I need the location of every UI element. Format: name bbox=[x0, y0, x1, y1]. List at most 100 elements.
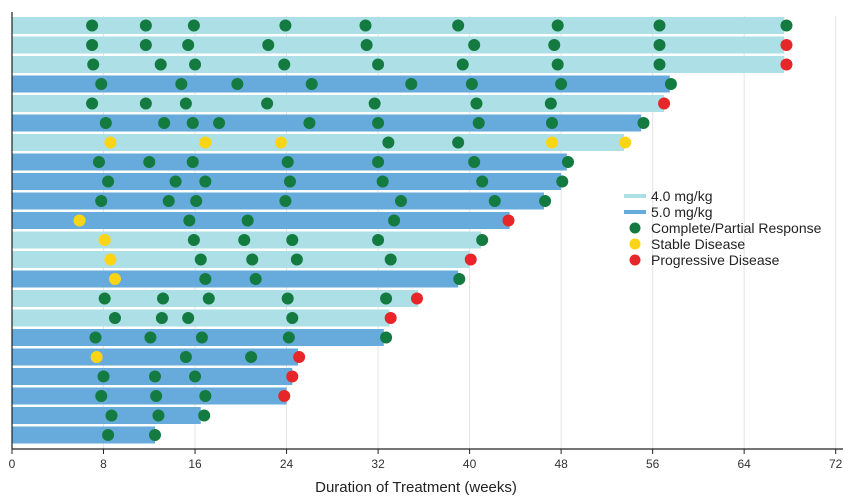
x-tick-label-16: 16 bbox=[188, 457, 202, 471]
marker-response-p16-3 bbox=[182, 312, 195, 324]
marker-response-p15-5 bbox=[380, 292, 393, 305]
marker-response-p3-1 bbox=[87, 58, 100, 71]
marker-response-p15-4 bbox=[281, 292, 294, 305]
legend-swatch-3 bbox=[629, 222, 641, 234]
marker-progressive-p11-5 bbox=[502, 214, 515, 227]
marker-response-p8-5 bbox=[372, 156, 385, 168]
patient-bar-2 bbox=[12, 36, 785, 54]
marker-response-p1-1 bbox=[86, 19, 99, 32]
x-axis-title: Duration of Treatment (weeks) bbox=[315, 479, 517, 496]
marker-response-p6-7 bbox=[472, 117, 485, 129]
marker-progressive-p2-9 bbox=[780, 39, 793, 51]
marker-response-p6-5 bbox=[303, 117, 316, 129]
marker-response-p10-7 bbox=[539, 195, 552, 207]
patient-bar-13 bbox=[12, 251, 470, 268]
marker-response-p6-9 bbox=[637, 117, 650, 129]
marker-response-p1-6 bbox=[452, 19, 465, 32]
marker-response-p19-2 bbox=[149, 370, 161, 383]
marker-response-p9-6 bbox=[476, 175, 489, 188]
marker-response-p6-1 bbox=[99, 117, 112, 129]
marker-response-p1-3 bbox=[187, 19, 200, 32]
marker-response-p4-5 bbox=[405, 78, 418, 90]
marker-response-p5-6 bbox=[470, 97, 483, 110]
marker-response-p11-3 bbox=[241, 214, 254, 227]
x-tick-label-32: 32 bbox=[371, 457, 385, 471]
patient-bar-3 bbox=[12, 56, 785, 73]
marker-response-p2-2 bbox=[139, 39, 152, 51]
marker-response-p9-5 bbox=[376, 175, 389, 188]
marker-stable-p7-6 bbox=[545, 136, 558, 149]
marker-response-p1-9 bbox=[780, 19, 793, 32]
marker-response-p8-7 bbox=[561, 156, 574, 168]
legend-label-4: Stable Disease bbox=[651, 236, 745, 252]
marker-response-p7-5 bbox=[452, 136, 465, 149]
marker-response-p10-1 bbox=[95, 195, 108, 207]
marker-response-p3-2 bbox=[154, 58, 167, 71]
marker-stable-p18-1 bbox=[90, 351, 103, 363]
legend-swatch-4 bbox=[629, 238, 641, 250]
x-tick-label-0: 0 bbox=[9, 457, 16, 471]
marker-progressive-p18-4 bbox=[293, 351, 306, 363]
marker-response-p4-2 bbox=[175, 78, 188, 90]
x-tick-label-72: 72 bbox=[829, 457, 843, 471]
marker-response-p3-4 bbox=[278, 58, 291, 71]
patient-bar-10 bbox=[12, 192, 544, 210]
marker-stable-p13-1 bbox=[104, 253, 117, 266]
marker-stable-p11-1 bbox=[73, 214, 86, 227]
marker-stable-p7-2 bbox=[199, 136, 212, 149]
marker-response-p4-3 bbox=[231, 78, 244, 90]
marker-stable-p7-7 bbox=[619, 136, 632, 149]
marker-response-p12-6 bbox=[476, 234, 489, 246]
marker-response-p1-2 bbox=[139, 19, 152, 32]
marker-stable-p14-1 bbox=[108, 273, 121, 285]
marker-response-p12-2 bbox=[187, 234, 200, 246]
marker-response-p14-4 bbox=[453, 273, 466, 285]
marker-response-p4-4 bbox=[305, 78, 318, 90]
x-axis: 0 8 16 24 32 40 48 56 64 72 bbox=[9, 12, 843, 471]
marker-progressive-p5-8 bbox=[658, 97, 671, 110]
marker-progressive-p13-6 bbox=[464, 253, 477, 266]
marker-response-p4-8 bbox=[664, 78, 677, 90]
marker-response-p5-3 bbox=[179, 97, 192, 110]
legend-label-3: Complete/Partial Response bbox=[651, 220, 822, 236]
marker-response-p21-2 bbox=[152, 409, 165, 422]
marker-response-p8-6 bbox=[468, 156, 481, 168]
marker-response-p17-1 bbox=[89, 331, 102, 344]
marker-response-p10-5 bbox=[394, 195, 407, 207]
marker-response-p16-2 bbox=[155, 312, 168, 324]
marker-response-p3-6 bbox=[456, 58, 469, 71]
marker-stable-p12-1 bbox=[98, 234, 111, 246]
patient-bar-11 bbox=[12, 212, 510, 229]
x-tick-label-24: 24 bbox=[280, 457, 294, 471]
x-tick-label-48: 48 bbox=[554, 457, 568, 471]
marker-response-p6-6 bbox=[372, 117, 385, 129]
marker-response-p6-2 bbox=[158, 117, 171, 129]
marker-response-p14-3 bbox=[249, 273, 262, 285]
x-tick-label-64: 64 bbox=[737, 457, 751, 471]
marker-progressive-p3-9 bbox=[780, 58, 793, 71]
marker-response-p18-3 bbox=[245, 351, 258, 363]
marker-response-p9-1 bbox=[102, 175, 115, 188]
marker-response-p21-1 bbox=[105, 409, 118, 422]
marker-response-p2-7 bbox=[548, 39, 561, 51]
marker-stable-p7-1 bbox=[104, 136, 117, 149]
marker-response-p8-1 bbox=[92, 156, 105, 168]
marker-response-p19-3 bbox=[189, 370, 202, 383]
legend-swatch-5 bbox=[629, 254, 641, 266]
marker-response-p12-5 bbox=[372, 234, 385, 246]
marker-response-p10-4 bbox=[279, 195, 292, 207]
marker-response-p17-3 bbox=[195, 331, 208, 344]
marker-response-p4-1 bbox=[95, 78, 108, 90]
marker-response-p6-4 bbox=[213, 117, 226, 129]
marker-response-p8-3 bbox=[186, 156, 199, 168]
marker-response-p3-7 bbox=[551, 58, 564, 71]
legend-label-1: 4.0 mg/kg bbox=[651, 188, 712, 204]
marker-response-p20-1 bbox=[95, 390, 108, 402]
event-markers bbox=[73, 19, 793, 441]
marker-response-p10-6 bbox=[488, 195, 501, 207]
patient-bar-15 bbox=[12, 290, 419, 307]
marker-response-p10-2 bbox=[162, 195, 175, 207]
marker-response-p20-2 bbox=[150, 390, 163, 402]
marker-response-p22-2 bbox=[149, 429, 161, 441]
